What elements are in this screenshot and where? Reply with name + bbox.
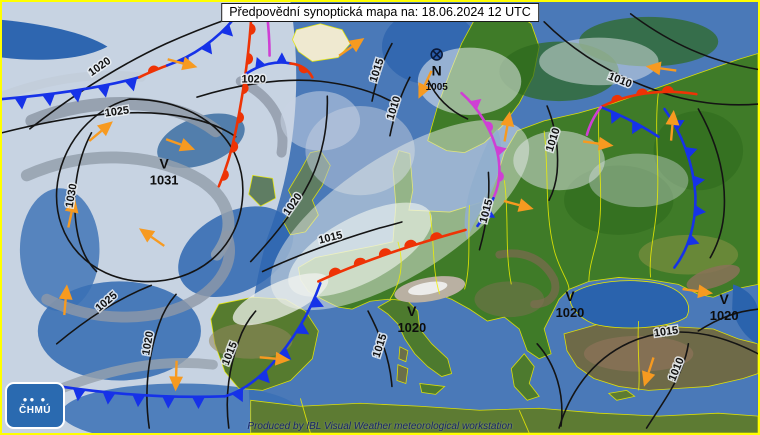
front-marker <box>495 145 507 157</box>
front-marker <box>353 257 367 267</box>
credit-text: Produced by IBL Visual Weather meteorolo… <box>247 421 513 432</box>
logo-droplets-icon: ●● ● <box>22 394 48 404</box>
front-marker <box>69 89 83 103</box>
wind-arrow <box>169 360 184 392</box>
isobar-label: 1020 <box>140 330 156 356</box>
front-marker <box>483 207 496 218</box>
wind-arrow <box>138 228 165 247</box>
low-center-symbol <box>430 48 443 61</box>
wind-arrow <box>165 138 196 152</box>
wind-arrow <box>665 110 680 141</box>
front-marker <box>684 146 698 159</box>
pressure-center-value: 1031 <box>150 172 179 187</box>
wind-arrow <box>64 197 79 228</box>
isobar-label: 1020 <box>242 73 266 85</box>
isobar-label: 1015 <box>653 324 679 339</box>
wind-arrow <box>259 351 291 366</box>
front-marker <box>255 56 266 69</box>
front-marker <box>692 175 706 188</box>
wind-arrow <box>58 284 73 316</box>
pressure-center-value: 1020 <box>556 305 585 320</box>
front-marker <box>132 394 146 408</box>
front-marker <box>295 322 310 335</box>
front-marker <box>42 93 56 107</box>
front-marker <box>636 88 648 96</box>
wind-arrow <box>500 111 515 142</box>
front-marker <box>162 396 176 409</box>
front-marker <box>378 248 392 257</box>
wind-arrow <box>338 38 365 57</box>
wind-arrow-layer <box>58 38 714 392</box>
wind-arrow <box>503 198 534 212</box>
front-marker <box>221 169 229 181</box>
wind-arrow <box>418 70 433 99</box>
pressure-center-labels: V 1031 N 1005 V 1020 V 1020 V 1020 <box>150 62 739 335</box>
front-marker <box>469 98 482 110</box>
front-marker <box>231 388 244 403</box>
pressure-center-symbol: V <box>565 288 575 304</box>
isobar-label: 1030 <box>64 183 80 209</box>
front-marker <box>632 121 643 135</box>
front-marker <box>249 23 256 36</box>
isobar-layer <box>2 13 758 429</box>
country-border-layer <box>299 91 659 433</box>
front-marker <box>430 232 443 241</box>
front-marker <box>73 388 86 402</box>
front-marker <box>200 41 213 55</box>
front-marker <box>237 111 244 124</box>
wind-arrow <box>88 121 113 142</box>
front-marker <box>661 86 674 92</box>
wind-arrow <box>641 357 656 387</box>
chmu-logo[interactable]: ●● ● ČHMÚ <box>5 382 65 429</box>
front-marker <box>191 396 205 410</box>
front-marker <box>610 111 622 124</box>
isobar-label: 1025 <box>104 104 130 119</box>
pressure-center-value: 1020 <box>710 308 739 323</box>
front-marker <box>97 84 110 98</box>
pressure-center-symbol: V <box>407 303 417 319</box>
map-title: Předpovědní synoptická mapa na: 18.06.20… <box>221 3 539 22</box>
front-marker <box>220 24 234 37</box>
wind-arrow <box>167 56 198 71</box>
front-marker <box>298 65 309 74</box>
front-marker <box>686 234 700 246</box>
front-marker <box>276 52 288 63</box>
front-marker <box>242 82 249 95</box>
wind-arrow <box>682 284 714 299</box>
wind-arrow <box>582 136 614 151</box>
pressure-center-symbol: V <box>720 291 730 307</box>
front-marker <box>484 121 493 132</box>
pressure-center-value: 1005 <box>426 82 449 93</box>
pressure-center-symbol: N <box>432 62 442 78</box>
front-marker <box>256 369 270 384</box>
logo-text: ČHMÚ <box>19 404 51 416</box>
cloud-layer <box>2 37 689 394</box>
front-marker <box>14 96 28 110</box>
front-marker <box>694 205 707 217</box>
front-marker <box>611 94 623 103</box>
front-marker <box>498 171 504 182</box>
front-marker <box>124 77 138 92</box>
front-marker <box>246 52 254 65</box>
front-marker <box>230 140 239 153</box>
wind-arrow <box>645 61 677 76</box>
front-marker <box>147 65 160 74</box>
front-marker <box>102 391 116 405</box>
pressure-center-symbol: V <box>160 155 170 171</box>
pressure-center-value: 1020 <box>397 320 426 335</box>
front-marker <box>310 295 324 308</box>
front-marker <box>404 239 418 249</box>
front-marker <box>328 267 342 277</box>
